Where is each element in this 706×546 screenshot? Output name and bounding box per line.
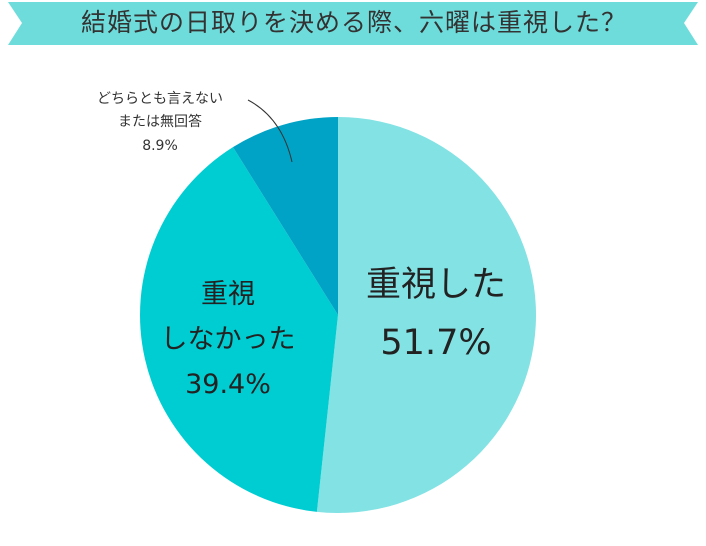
slice-label-3-line-1: どちらとも言えない [97, 91, 223, 107]
slice-label-3-value: 8.9% [142, 138, 178, 154]
pie-slice-1 [316, 117, 536, 513]
slice-label-2-line-1: 重視 [201, 279, 255, 310]
title-banner: 結婚式の日取りを決める際、六曜は重視した？ [8, 2, 698, 45]
slice-label-3-line-2: または無回答 [118, 113, 202, 130]
pie-slice-2 [139, 147, 338, 512]
slice-label-2-value: 39.4% [185, 369, 271, 400]
title-ribbon [8, 2, 698, 45]
slice-label-3: どちらとも言えない または無回答 8.9% [97, 91, 223, 154]
slice-label-1-line-1: 重視した [366, 265, 506, 305]
chart-title: 結婚式の日取りを決める際、六曜は重視した？ [81, 8, 627, 37]
slice-label-2-line-2: しなかった [161, 324, 296, 355]
slice-label-1: 重視した 51.7% [366, 265, 506, 363]
slice-label-1-value: 51.7% [380, 323, 491, 363]
leader-line [247, 99, 293, 163]
pie-slice-3 [232, 117, 338, 315]
pie-slices [139, 117, 536, 513]
slice-label-2: 重視 しなかった 39.4% [161, 279, 296, 400]
